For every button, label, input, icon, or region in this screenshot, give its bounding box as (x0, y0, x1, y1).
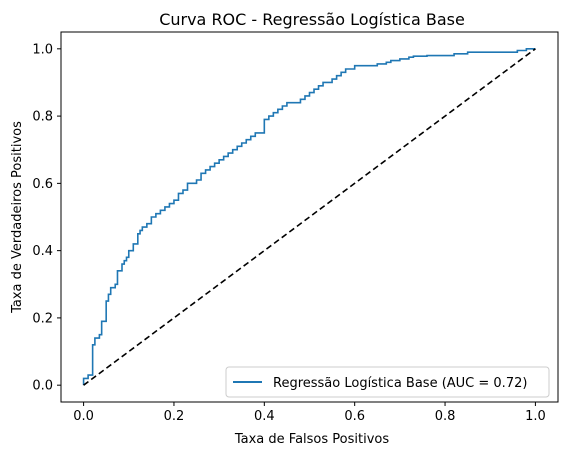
x-tick-label: 1.0 (525, 409, 546, 424)
x-tick-label: 0.0 (73, 409, 94, 424)
legend-label: Regressão Logística Base (AUC = 0.72) (273, 376, 527, 391)
axes-frame (60, 31, 559, 403)
roc-curve-line (82, 48, 536, 386)
y-tick-label: 0.6 (32, 177, 53, 192)
x-axis-label: Taxa de Falsos Positivos (234, 432, 389, 447)
legend: Regressão Logística Base (AUC = 0.72) (225, 366, 550, 398)
y-axis: 0.0 0.2 0.4 0.6 0.8 1.0 (32, 42, 61, 394)
y-tick-label: 0.2 (32, 311, 53, 326)
y-tick-label: 0.8 (32, 110, 53, 125)
chance-diagonal-line (83, 48, 536, 386)
y-axis-label: Taxa de Verdadeiros Positivos (10, 121, 25, 314)
x-axis: 0.0 0.2 0.4 0.6 0.8 1.0 (73, 402, 546, 424)
chart-title: Curva ROC - Regressão Logística Base (159, 10, 465, 29)
x-tick-label: 0.8 (435, 409, 456, 424)
legend-box (225, 366, 550, 398)
x-tick-label: 0.6 (344, 409, 365, 424)
x-tick-label: 0.2 (164, 409, 185, 424)
x-tick-label: 0.4 (254, 409, 275, 424)
y-tick-label: 1.0 (32, 42, 53, 57)
y-tick-label: 0.0 (32, 379, 53, 394)
plot-area (60, 31, 559, 403)
y-tick-label: 0.4 (32, 244, 53, 259)
